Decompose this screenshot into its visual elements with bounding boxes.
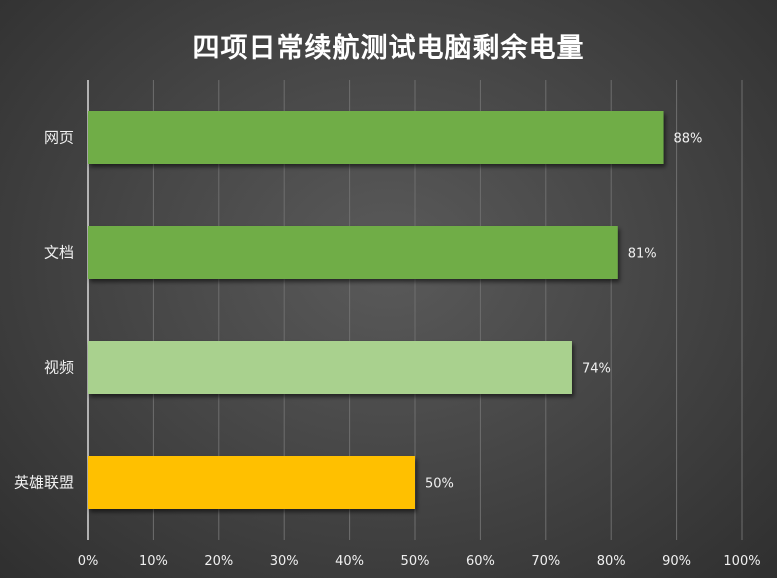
bar bbox=[88, 456, 415, 509]
category-label: 文档 bbox=[44, 244, 74, 262]
data-label: 50% bbox=[425, 477, 454, 492]
data-label: 88% bbox=[674, 132, 703, 147]
x-tick-label: 10% bbox=[139, 554, 168, 569]
bar bbox=[88, 341, 572, 394]
x-tick-label: 20% bbox=[204, 554, 233, 569]
bar bbox=[88, 226, 618, 279]
x-tick-label: 40% bbox=[335, 554, 364, 569]
x-tick-label: 30% bbox=[270, 554, 299, 569]
x-tick-label: 100% bbox=[723, 554, 760, 569]
category-label: 网页 bbox=[44, 129, 74, 147]
data-label: 81% bbox=[628, 247, 657, 262]
chart-title: 四项日常续航测试电脑剩余电量 bbox=[192, 33, 585, 64]
category-label: 视频 bbox=[44, 359, 74, 377]
data-label: 74% bbox=[582, 362, 611, 377]
x-tick-label: 90% bbox=[662, 554, 691, 569]
x-tick-label: 80% bbox=[597, 554, 626, 569]
x-tick-label: 0% bbox=[78, 554, 99, 569]
x-tick-label: 50% bbox=[401, 554, 430, 569]
bar bbox=[88, 111, 664, 164]
x-tick-label: 70% bbox=[531, 554, 560, 569]
x-tick-label: 60% bbox=[466, 554, 495, 569]
category-label: 英雄联盟 bbox=[14, 474, 74, 492]
